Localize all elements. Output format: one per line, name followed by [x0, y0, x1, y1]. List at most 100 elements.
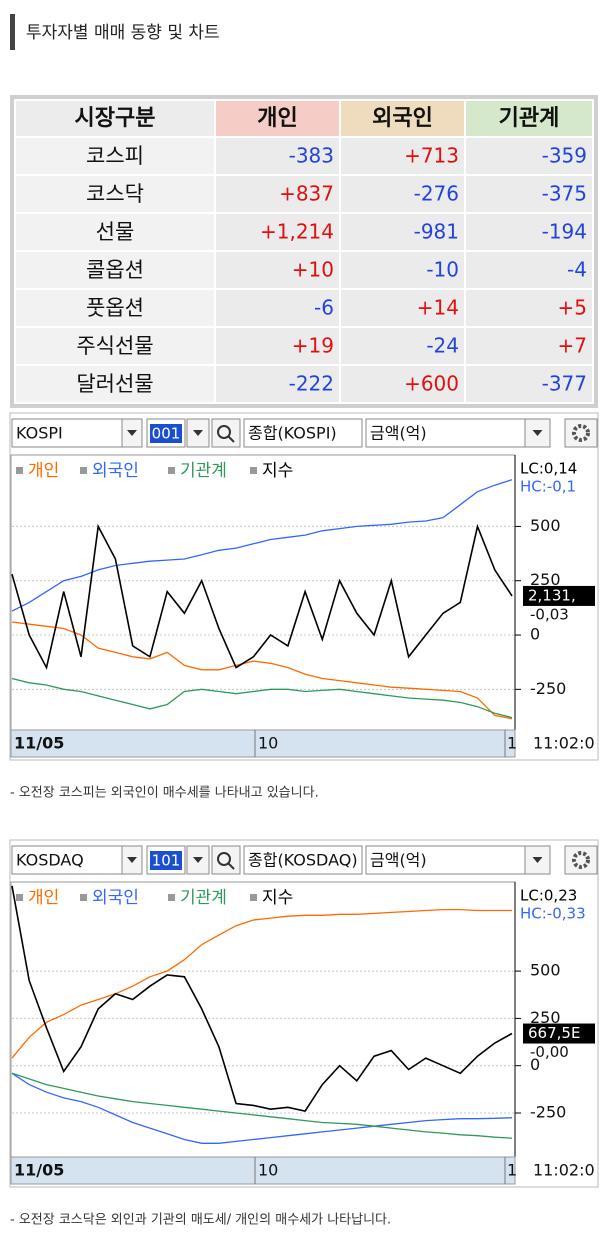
- legend-swatch: [250, 467, 257, 474]
- y-tick-label: -250: [530, 679, 566, 698]
- table-value: +713: [404, 144, 459, 168]
- search-icon: [217, 852, 231, 866]
- y-tick-label: 0: [530, 1055, 540, 1074]
- combo-box[interactable]: [365, 845, 526, 875]
- table-value: -375: [542, 182, 587, 206]
- settings-button[interactable]: [564, 418, 598, 448]
- table-value: +5: [558, 296, 587, 320]
- table-cell: [14, 250, 216, 290]
- legend-swatch: [80, 467, 87, 474]
- series-line: [11, 677, 513, 719]
- y-tick-label: 500: [530, 961, 561, 980]
- search-icon: [227, 435, 235, 443]
- series-line: [11, 523, 513, 670]
- combo-text: 종합(KOSDAQ): [248, 851, 358, 870]
- dropdown-arrow: [127, 430, 137, 436]
- series-line: [11, 885, 513, 1113]
- series-line: [11, 621, 513, 720]
- header-text: 기관계: [499, 106, 560, 131]
- right-panel: [517, 457, 597, 497]
- row-label: 코스닥: [86, 182, 144, 206]
- search-button[interactable]: [211, 418, 241, 448]
- dropdown-arrow: [532, 857, 543, 863]
- legend-label: 외국인: [92, 461, 139, 481]
- legend-swatch: [250, 894, 257, 901]
- time-label: 10: [258, 1161, 278, 1180]
- table-cell: [339, 364, 466, 404]
- legend-label: 개인: [28, 888, 59, 908]
- table-value: -981: [414, 220, 459, 244]
- legend-swatch: [16, 894, 23, 901]
- legend-label: 기관계: [180, 461, 227, 481]
- combo-box[interactable]: [243, 418, 363, 448]
- combo-box[interactable]: [243, 845, 363, 875]
- table-cell: [339, 288, 466, 328]
- hc-label: HC:-0,33: [520, 905, 586, 923]
- table-value: -383: [289, 144, 334, 168]
- title-bar: [10, 14, 15, 50]
- table-cell: [14, 364, 216, 404]
- table-value: +1,214: [260, 220, 334, 244]
- legend-label: 개인: [28, 461, 59, 481]
- table-cell: [214, 326, 341, 366]
- search-button[interactable]: [211, 845, 241, 875]
- caption: - 오전장 코스피는 외국인이 매수세를 나타내고 있습니다.: [10, 786, 319, 801]
- table-value: -194: [542, 220, 587, 244]
- y-tick-label: 500: [530, 516, 561, 535]
- table-cell: [464, 212, 594, 252]
- table-cell: [339, 250, 466, 290]
- y-tick-label: 250: [530, 1008, 561, 1027]
- combo-text: 금액(억): [370, 424, 427, 443]
- combo-text: KOSDAQ: [16, 851, 84, 870]
- table-value: -4: [567, 258, 587, 282]
- table-value: -377: [542, 372, 587, 396]
- legend-label: 지수: [262, 461, 293, 481]
- legend-swatch: [168, 467, 175, 474]
- settings-button[interactable]: [564, 845, 598, 875]
- time-axis: [10, 1156, 516, 1185]
- combo-box[interactable]: [11, 845, 123, 875]
- lc-label: LC:0,23: [520, 887, 577, 905]
- time-label: 11:02:0: [533, 1161, 595, 1180]
- last-value-box: [523, 1023, 595, 1044]
- time-axis: [10, 729, 516, 758]
- time-label: 11:02:0: [533, 734, 595, 753]
- time-label: 1: [507, 1161, 517, 1180]
- series-line: [11, 479, 513, 612]
- table-cell: [339, 212, 466, 252]
- table-value: -359: [542, 144, 587, 168]
- table-cell: [214, 364, 341, 404]
- dropdown-arrow: [532, 430, 543, 436]
- combo-text: 금액(억): [370, 851, 427, 870]
- table-value: +19: [292, 334, 334, 358]
- row-label: 달러선물: [76, 372, 153, 396]
- table-cell: [214, 250, 341, 290]
- header-text: 외국인: [372, 106, 433, 131]
- row-label: 주식선물: [76, 334, 153, 358]
- legend-swatch: [168, 894, 175, 901]
- code-text: 101: [152, 852, 181, 870]
- right-panel: [517, 884, 597, 924]
- combo-text: KOSPI: [16, 424, 63, 443]
- code-highlight: [150, 424, 182, 443]
- gear-icon: [572, 851, 590, 869]
- search-icon: [217, 425, 231, 439]
- y-tick-label: -250: [530, 1102, 566, 1121]
- table-cell: [214, 212, 341, 252]
- table-value: +7: [558, 334, 587, 358]
- dropdown-arrow: [193, 857, 203, 863]
- page-title: 투자자별 매매 동향 및 차트: [26, 23, 220, 43]
- table-value: +10: [292, 258, 334, 282]
- last-value: 667,5E: [528, 1024, 580, 1042]
- row-label: 콜옵션: [86, 258, 144, 282]
- table-cell: [464, 174, 594, 214]
- table-value: -10: [426, 258, 459, 282]
- time-label: 11/05: [14, 1161, 64, 1180]
- caption: - 오전장 코스닥은 외인과 기관의 매도세/ 개인의 매수세가 나타납니다.: [10, 1213, 391, 1228]
- code-text: 001: [152, 425, 181, 443]
- change-value: -0,03: [530, 605, 569, 623]
- table-cell: [464, 136, 594, 176]
- table-value: -24: [426, 334, 459, 358]
